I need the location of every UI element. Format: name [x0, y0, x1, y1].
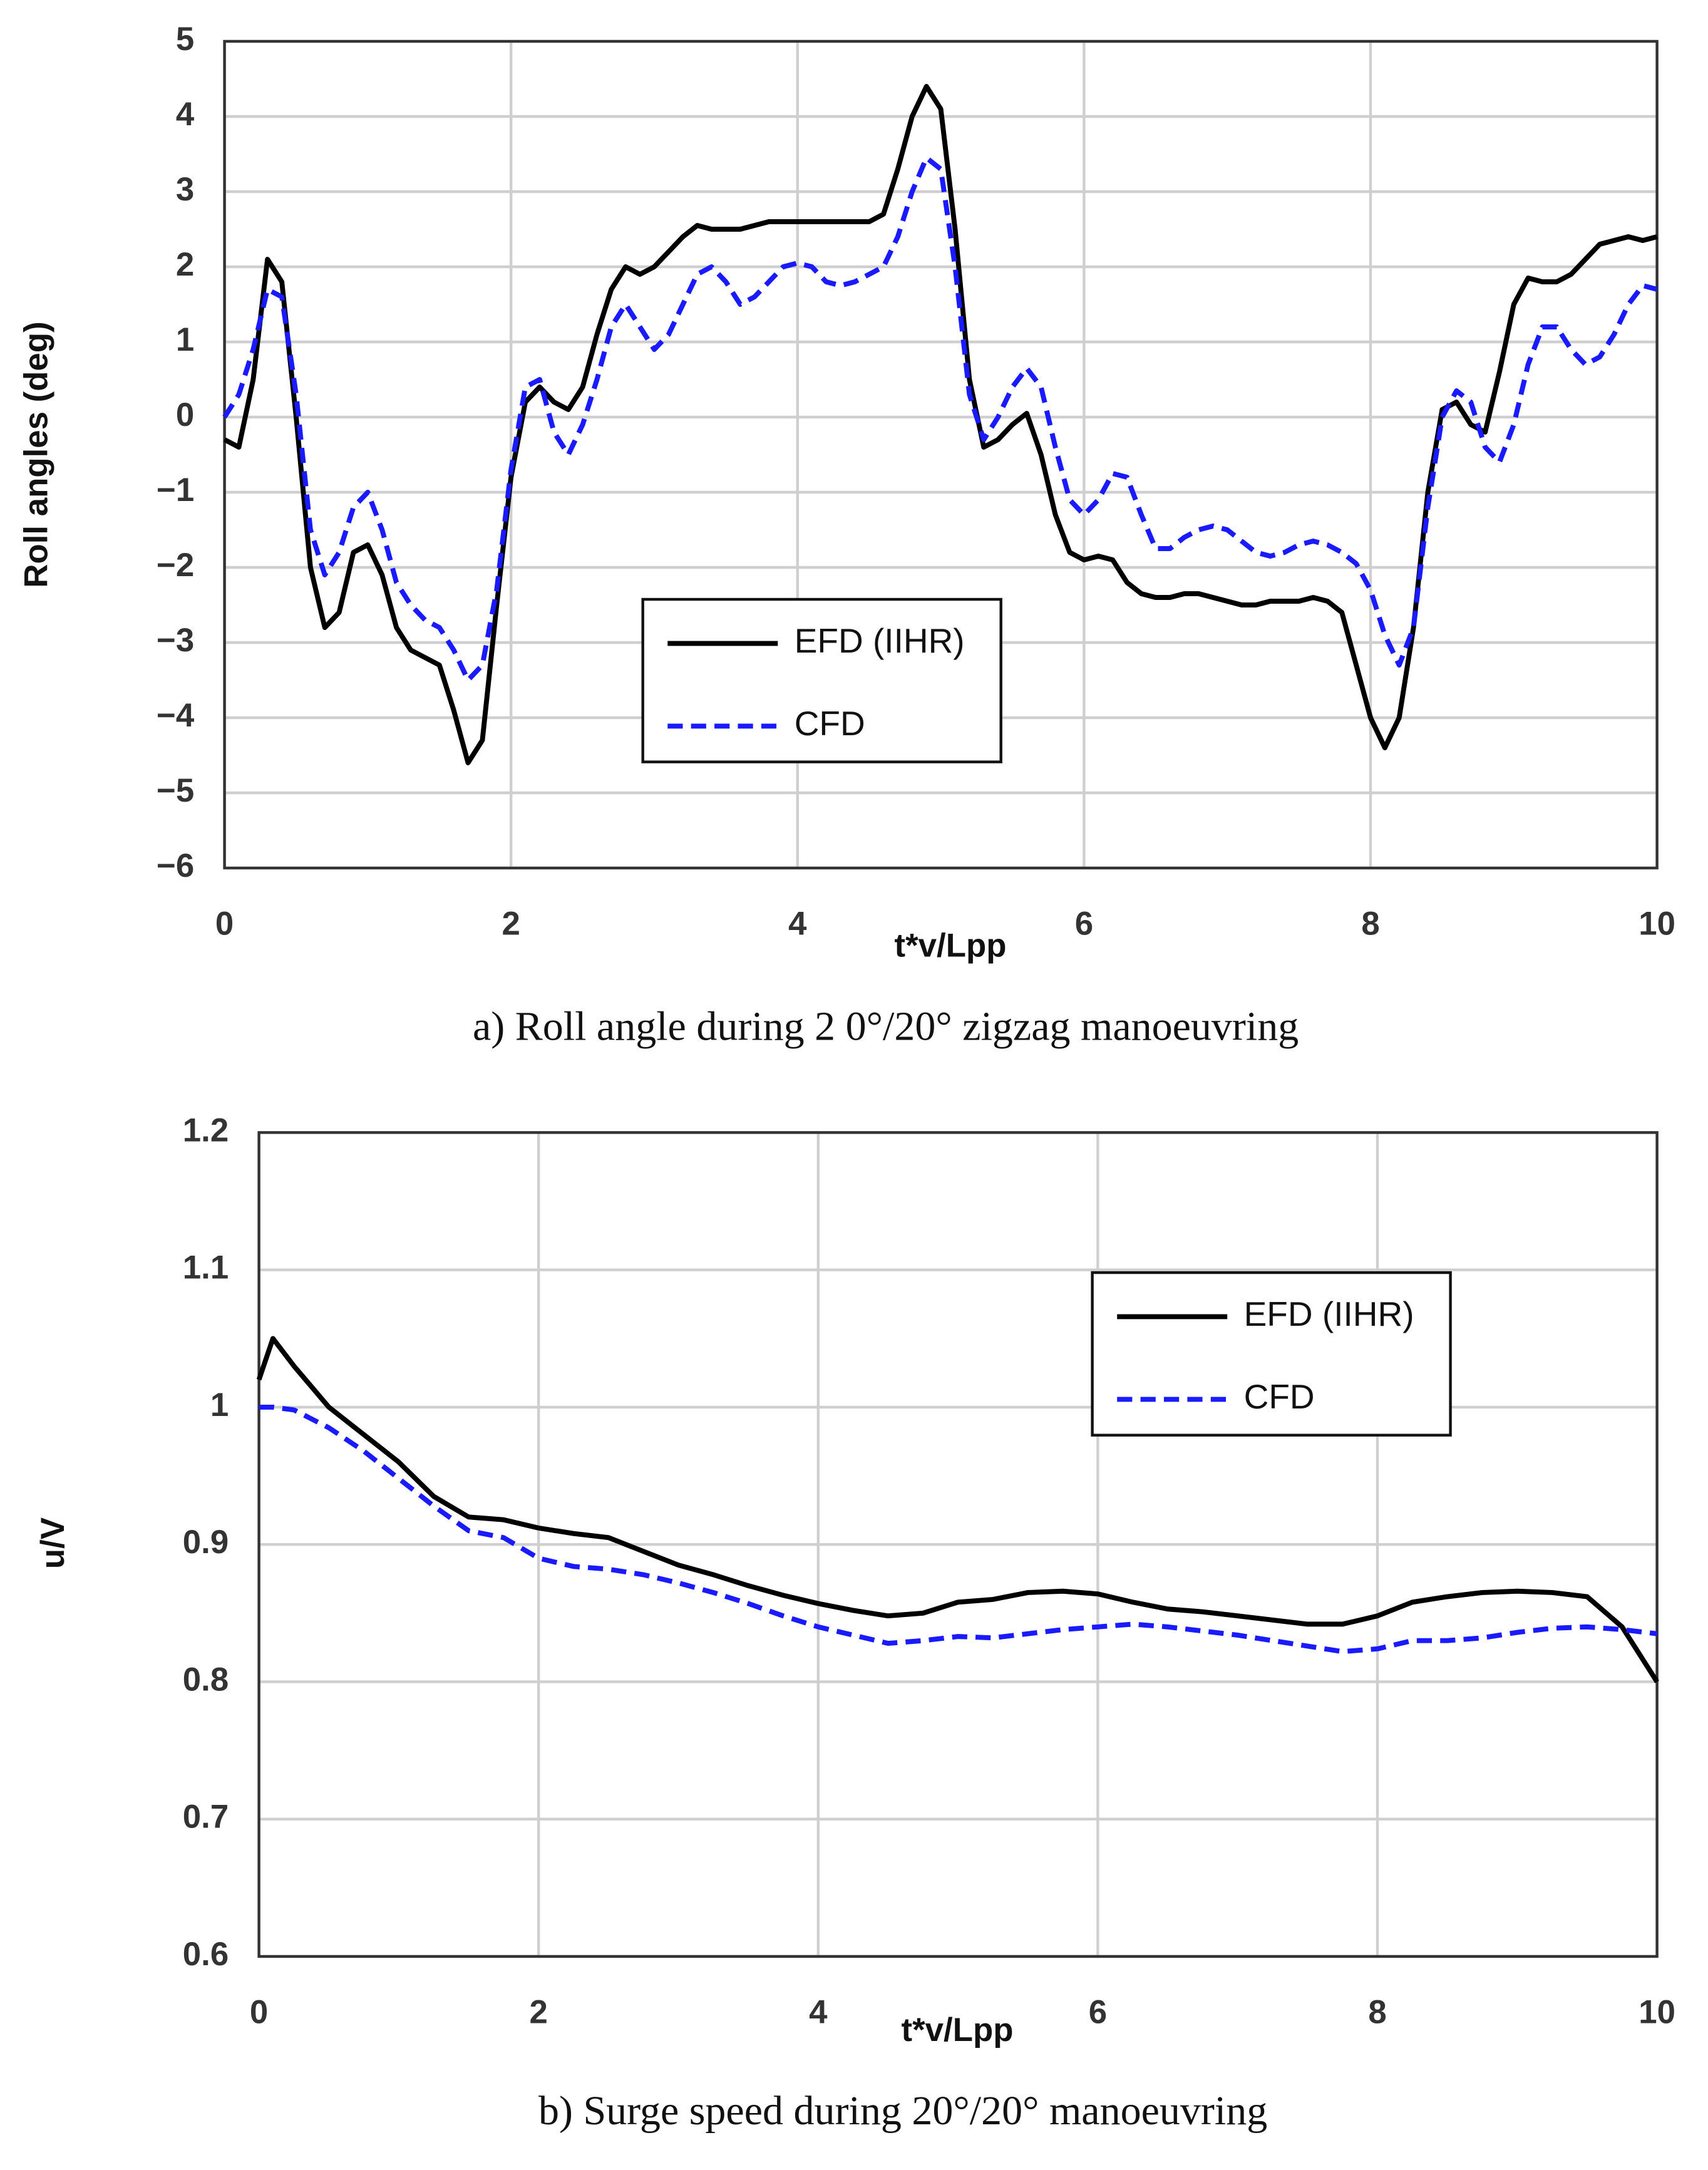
x-tick-label: 4 — [788, 905, 807, 942]
x-tick-label: 4 — [809, 1993, 828, 2030]
caption: a) Roll angle during 2 0°/20° zigzag man… — [473, 1004, 1299, 1050]
legend-box — [1091, 1271, 1452, 1437]
x-tick-label: 10 — [1639, 905, 1675, 942]
y-tick-label: 0 — [176, 396, 194, 433]
y-tick-label: 1 — [210, 1387, 229, 1423]
legend-label: EFD (IIHR) — [1244, 1294, 1414, 1333]
series-line — [223, 84, 1658, 765]
y-tick-label: 0.7 — [183, 1799, 229, 1836]
x-axis-label: t*v/Lpp — [895, 927, 1007, 964]
x-tick-label: 2 — [530, 1993, 548, 2030]
series-line — [259, 1404, 1658, 1655]
legend-label: EFD (IIHR) — [795, 621, 965, 660]
x-axis-label: t*v/Lpp — [902, 2012, 1014, 2049]
y-tick-label: −2 — [157, 547, 194, 584]
y-tick-label: 3 — [176, 171, 194, 208]
y-tick-label: −3 — [157, 622, 194, 659]
legend-label: CFD — [795, 704, 865, 743]
legend-label: CFD — [1244, 1377, 1315, 1416]
caption: b) Surge speed during 20°/20° manoeuvrin… — [538, 2088, 1267, 2134]
y-tick-label: 1.2 — [183, 1112, 229, 1149]
y-tick-label: 1.1 — [183, 1249, 229, 1286]
y-tick-label: 2 — [176, 246, 194, 283]
y-tick-label: 0.6 — [183, 1936, 229, 1973]
y-tick-label: 0.9 — [183, 1524, 229, 1561]
y-tick-label: −1 — [157, 472, 194, 509]
x-tick-label: 8 — [1361, 905, 1379, 942]
x-tick-label: 10 — [1639, 1993, 1675, 2030]
y-tick-label: −5 — [157, 772, 194, 809]
plot-frame — [223, 39, 1659, 870]
x-tick-label: 6 — [1089, 1993, 1107, 2030]
x-tick-label: 8 — [1368, 1993, 1386, 2030]
series-line — [222, 155, 1658, 683]
x-tick-label: 0 — [215, 905, 234, 942]
y-tick-label: 4 — [176, 96, 195, 133]
y-tick-label: 5 — [176, 21, 194, 58]
y-axis-label: Roll angles (deg) — [18, 321, 55, 587]
x-tick-label: 0 — [250, 1993, 268, 2030]
legend-box — [641, 597, 1002, 763]
x-tick-label: 6 — [1075, 905, 1093, 942]
plot-frame — [257, 1131, 1659, 1958]
series-line — [256, 1336, 1659, 1683]
y-tick-label: −6 — [157, 847, 194, 884]
y-tick-label: 0.8 — [183, 1661, 229, 1698]
y-tick-label: −4 — [157, 697, 195, 734]
x-tick-label: 2 — [502, 905, 520, 942]
y-tick-label: 1 — [176, 321, 194, 358]
y-axis-label: u/V — [34, 1517, 71, 1569]
